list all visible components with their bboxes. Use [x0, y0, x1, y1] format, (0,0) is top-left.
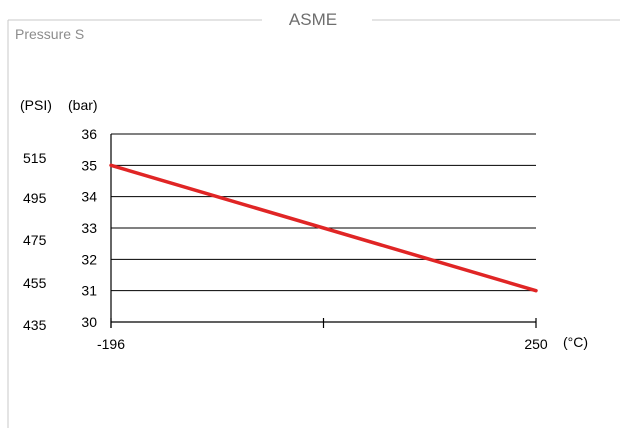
chart-subtitle: Pressure S: [15, 26, 84, 42]
chart-frame: [7, 19, 620, 428]
psi-tick-label: 495: [23, 190, 47, 206]
x-tick-label: 250: [524, 336, 548, 352]
bar-tick-label: 31: [81, 283, 97, 299]
bar-tick-label: 35: [81, 157, 97, 173]
bar-tick-label: 34: [81, 189, 97, 205]
psi-unit-label: (PSI): [20, 97, 52, 113]
psi-tick-label: 435: [23, 317, 47, 333]
bar-tick-label: 36: [81, 126, 97, 142]
grid: [111, 133, 536, 292]
psi-tick-label: 475: [23, 232, 47, 248]
chart-title: ASME: [289, 10, 337, 29]
series: [109, 163, 538, 293]
x-tick-label: -196: [97, 336, 125, 352]
bar-tick-labels: 30 31 32 33 34 35 36: [81, 126, 97, 330]
x-tick-labels: -196 250: [97, 336, 548, 352]
bar-tick-label: 33: [81, 220, 97, 236]
x-unit-label: (°C): [563, 334, 588, 350]
psi-tick-label: 515: [23, 150, 47, 166]
bar-unit-label: (bar): [68, 97, 98, 113]
bar-tick-label: 32: [81, 251, 97, 267]
psi-tick-label: 455: [23, 275, 47, 291]
axes: [110, 134, 537, 328]
bar-tick-label: 30: [81, 314, 97, 330]
series-line-0: [109, 163, 538, 293]
psi-tick-labels: 515 495 475 455 435: [23, 150, 47, 333]
